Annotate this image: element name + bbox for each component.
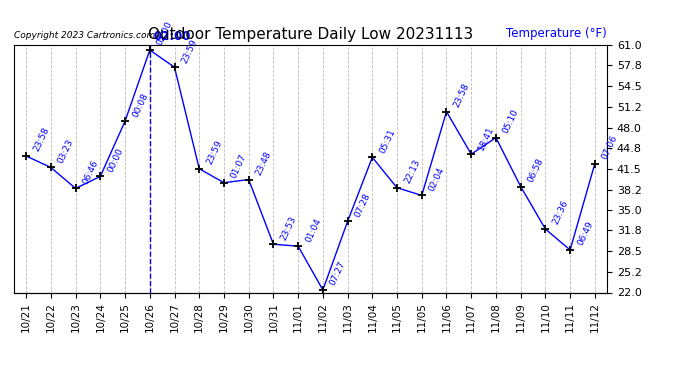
Text: 22:13: 22:13 (402, 158, 422, 185)
Text: 02:00: 02:00 (153, 30, 191, 42)
Title: Outdoor Temperature Daily Low 20231113: Outdoor Temperature Daily Low 20231113 (148, 27, 473, 42)
Text: 02:04: 02:04 (427, 166, 446, 193)
Text: 23:59: 23:59 (205, 139, 224, 166)
Text: 23:36: 23:36 (551, 199, 570, 226)
Text: 05:31: 05:31 (378, 127, 397, 154)
Text: 23:58: 23:58 (452, 82, 471, 109)
Text: 07:06: 07:06 (600, 134, 620, 161)
Text: Copyright 2023 Cartronics.com: Copyright 2023 Cartronics.com (14, 31, 155, 40)
Text: 23:48: 23:48 (254, 150, 273, 177)
Text: 06:58: 06:58 (526, 156, 545, 184)
Text: 00:00: 00:00 (106, 146, 125, 174)
Text: 02:00: 02:00 (155, 20, 175, 47)
Text: 07:27: 07:27 (328, 260, 348, 287)
Text: 18:41: 18:41 (477, 124, 496, 152)
Text: 01:04: 01:04 (304, 216, 323, 243)
Text: 07:28: 07:28 (353, 192, 372, 219)
Text: 03:23: 03:23 (57, 138, 75, 165)
Text: 05:10: 05:10 (502, 108, 520, 135)
Text: 06:46: 06:46 (81, 159, 100, 186)
Text: 23:53: 23:53 (279, 214, 298, 242)
Text: 23:58: 23:58 (32, 126, 51, 153)
Text: Temperature (°F): Temperature (°F) (506, 27, 607, 40)
Text: 01:07: 01:07 (230, 153, 248, 180)
Text: 23:59: 23:59 (180, 37, 199, 64)
Text: 00:08: 00:08 (130, 91, 150, 118)
Text: 06:49: 06:49 (575, 220, 595, 247)
